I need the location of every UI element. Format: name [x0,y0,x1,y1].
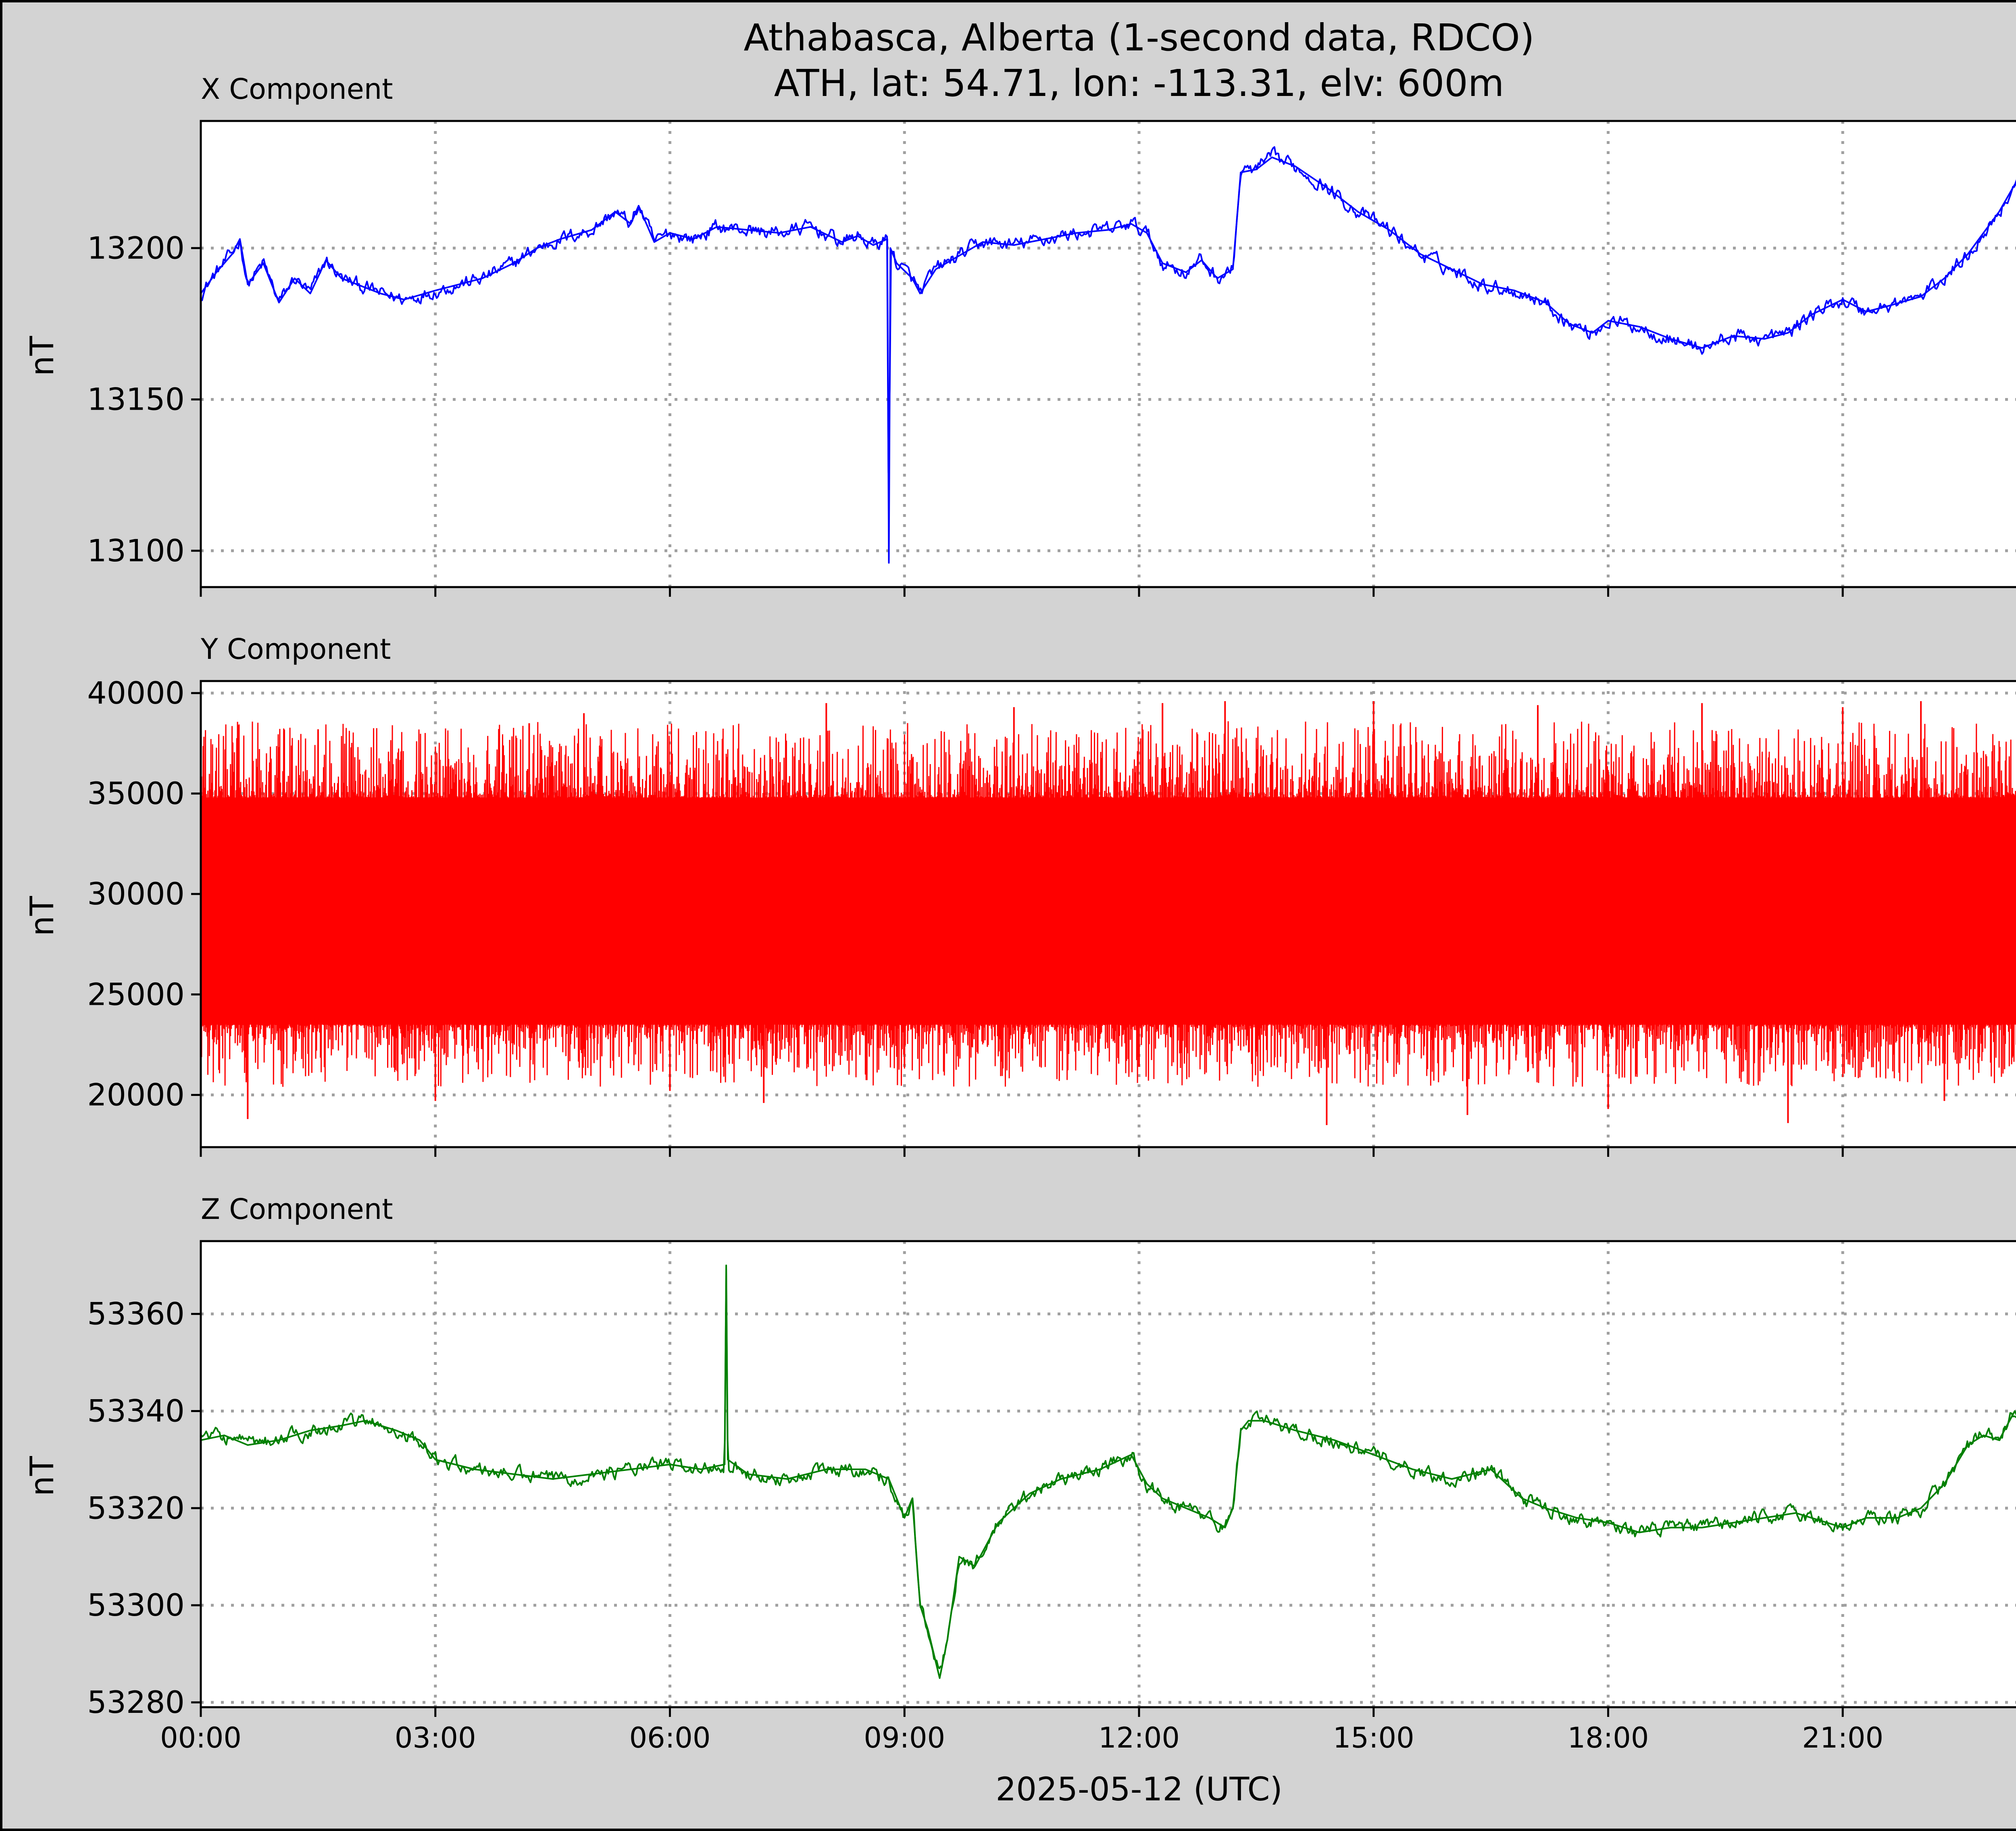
panel-x-component: X Component nT 13100 13150 13200 [23,73,2016,597]
y-tick-label: 13100 [87,533,185,569]
series-line [200,1268,2016,1669]
plot-area [201,1241,2016,1707]
data-layer [200,146,2016,564]
figure-title-line2: ATH, lat: 54.71, lon: -113.31, elv: 600m [774,62,1504,105]
x-tick-label: 00:00 [160,1721,242,1754]
ticks: 20000 25000 30000 35000 40000 [87,675,1844,1157]
y-axis-label: nT [23,1456,61,1496]
data-layer [200,1264,2016,1679]
grid [201,121,2016,587]
series-trend [200,1264,2016,1679]
y-tick-label: 13150 [87,381,185,417]
panel-y-component: Y Component nT 20000 25000 30000 35000 40000 [23,633,2016,1157]
y-tick-label: 30000 [87,876,185,912]
x-tick-label: 03:00 [395,1721,476,1754]
ticks: 13100 13150 13200 [87,230,1844,597]
x-tick-label: 09:00 [864,1721,945,1754]
panel-title: Y Component [200,633,391,666]
y-axis-label: nT [23,896,61,936]
y-tick-label: 53340 [87,1393,185,1429]
plot-area [201,121,2016,587]
y-tick-label: 13200 [87,230,185,266]
x-tick-label: 21:00 [1802,1721,1883,1754]
y-tick-label: 35000 [87,775,185,811]
panel-z-component: Z Component nT 00:00 03:00 06:00 09:00 12:00… [23,1193,2016,1754]
x-tick-label: 15:00 [1333,1721,1414,1754]
y-axis-label: nT [23,335,61,376]
grid [201,1241,2016,1707]
y-tick-label: 40000 [87,675,185,711]
y-tick-label: 53320 [87,1490,185,1526]
panel-title: X Component [201,73,393,106]
series-line [200,721,2016,1087]
y-tick-label: 20000 [87,1077,185,1112]
figure-title-line1: Athabasca, Alberta (1-second data, RDCO) [744,16,1534,59]
x-tick-label: 12:00 [1098,1721,1180,1754]
panel-title: Z Component [201,1193,393,1226]
y-tick-label: 53300 [87,1587,185,1623]
series-trend [200,156,2016,564]
y-tick-label: 25000 [87,976,185,1012]
x-axis-label: 2025-05-12 (UTC) [996,1771,1282,1808]
ticks: 00:00 03:00 06:00 09:00 12:00 15:00 18:00 21:00… [87,1296,1883,1754]
x-tick-label: 06:00 [629,1721,711,1754]
y-tick-label: 53360 [87,1296,185,1332]
data-layer [200,701,2016,1125]
x-tick-label: 18:00 [1568,1721,1649,1754]
y-tick-label: 53280 [87,1684,185,1720]
